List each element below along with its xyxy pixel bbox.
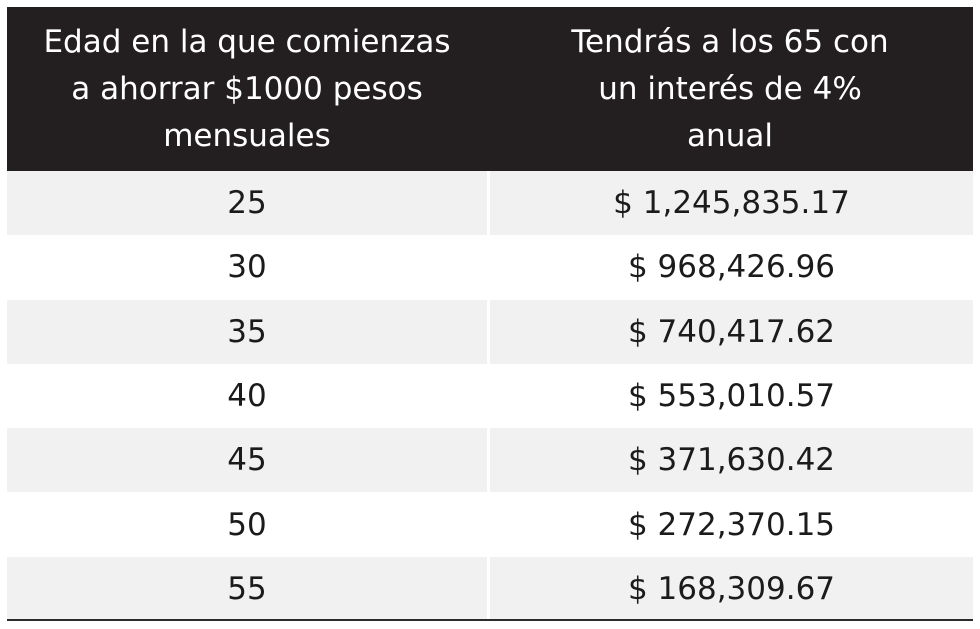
header-age-line: a ahorrar $1000 pesos [71, 70, 423, 107]
age-cell: 50 [7, 492, 487, 557]
table-row: 35 $ 740,417.62 [7, 299, 973, 364]
header-age: Edad en la que comienzas a ahorrar $1000… [7, 7, 487, 171]
table-row: 25 $ 1,245,835.17 [7, 171, 973, 236]
table-bottom-rule [7, 619, 973, 621]
table-row: 45 $ 371,630.42 [7, 428, 973, 493]
amount-cell: $ 1,245,835.17 [487, 171, 973, 236]
age-cell: 30 [7, 235, 487, 300]
amount-cell: $ 553,010.57 [487, 363, 973, 429]
amount-cell: $ 740,417.62 [487, 299, 973, 364]
header-amount-line: Tendrás a los 65 con [571, 23, 889, 60]
age-cell: 25 [7, 171, 487, 236]
amount-cell: $ 968,426.96 [487, 235, 973, 300]
savings-table: Edad en la que comienzas a ahorrar $1000… [7, 7, 973, 622]
header-age-line: mensuales [163, 117, 331, 154]
table-row: 40 $ 553,010.57 [7, 363, 973, 429]
header-age-line: Edad en la que comienzas [43, 23, 451, 60]
header-amount: Tendrás a los 65 con un interés de 4% an… [487, 7, 973, 171]
age-cell: 35 [7, 299, 487, 364]
table-body: 25 $ 1,245,835.17 30 $ 968,426.96 35 $ 7… [7, 171, 973, 622]
header-amount-line: un interés de 4% [598, 70, 862, 107]
amount-cell: $ 272,370.15 [487, 492, 973, 557]
header-amount-line: anual [687, 117, 773, 154]
amount-cell: $ 168,309.67 [487, 556, 973, 622]
table-row: 30 $ 968,426.96 [7, 235, 973, 300]
table-row: 55 $ 168,309.67 [7, 556, 973, 622]
age-cell: 40 [7, 363, 487, 429]
table-header: Edad en la que comienzas a ahorrar $1000… [7, 7, 973, 171]
table-row: 50 $ 272,370.15 [7, 492, 973, 557]
amount-cell: $ 371,630.42 [487, 428, 973, 493]
age-cell: 55 [7, 556, 487, 622]
age-cell: 45 [7, 428, 487, 493]
